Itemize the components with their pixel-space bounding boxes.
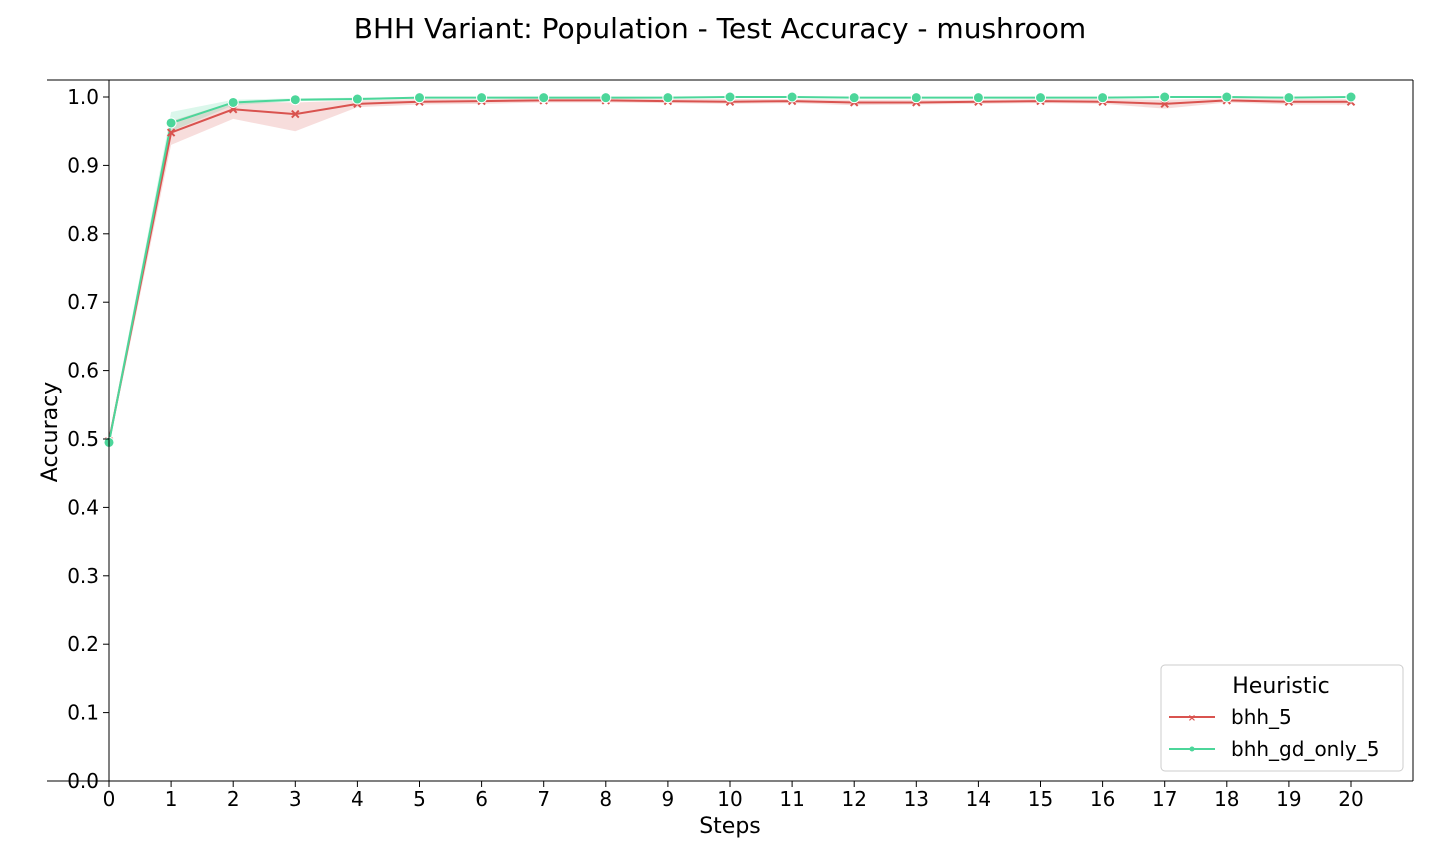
ticks-layer: 0.00.10.20.30.40.50.60.70.80.91.00 1 2 3 4 5 6… — [67, 85, 1364, 811]
y-tick-label: 0.8 — [67, 222, 99, 246]
confidence-band-bhh_5 — [109, 98, 1351, 446]
data-point-bhh_gd_only_5 — [1035, 92, 1046, 104]
data-point-bhh_5 — [291, 109, 300, 119]
x-tick-label: 0 — [103, 787, 116, 811]
y-tick-label: 0.1 — [67, 701, 99, 725]
data-point-bhh_gd_only_5 — [476, 92, 488, 104]
y-tick-label: 0.4 — [67, 495, 99, 519]
x-tick-label: 5 — [413, 787, 426, 811]
data-point-bhh_gd_only_5 — [414, 92, 425, 104]
y-tick-label: 0.3 — [67, 564, 99, 588]
x-tick-label: 17 — [1152, 787, 1177, 811]
chart-title: BHH Variant: Population - Test Accuracy … — [354, 12, 1086, 45]
data-point-bhh_gd_only_5 — [351, 93, 363, 105]
x-tick-label: 6 — [475, 787, 488, 811]
data-point-bhh_gd_only_5 — [1159, 91, 1171, 103]
legend-label-bhh_5: bhh_5 — [1231, 705, 1292, 729]
x-tick-label: 15 — [1028, 787, 1053, 811]
x-tick-label: 3 — [289, 787, 302, 811]
series-line-bhh_gd_only_5 — [108, 96, 1352, 443]
data-point-bhh_5 — [166, 128, 176, 137]
x-tick-label: 9 — [662, 787, 675, 811]
x-tick-label: 4 — [351, 787, 364, 811]
data-point-bhh_gd_only_5 — [1345, 91, 1357, 103]
series-lines-layer — [108, 96, 1352, 443]
x-tick-label: 19 — [1276, 787, 1301, 811]
data-point-bhh_gd_only_5 — [1097, 92, 1109, 104]
x-tick-label: 10 — [717, 787, 742, 811]
y-tick-label: 0.5 — [67, 427, 99, 451]
data-point-bhh_gd_only_5 — [848, 92, 860, 104]
data-point-bhh_gd_only_5 — [538, 92, 550, 104]
legend-label-bhh_gd_only_5: bhh_gd_only_5 — [1231, 737, 1379, 761]
y-axis-label: Accuracy — [38, 382, 63, 482]
data-point-bhh_gd_only_5 — [724, 91, 736, 103]
legend-box — [1160, 664, 1404, 772]
confidence-band-bhh_gd_only_5 — [109, 97, 1351, 448]
x-tick-label: 2 — [227, 787, 240, 811]
x-tick-label: 14 — [966, 787, 991, 811]
y-tick-label: 0.9 — [67, 153, 99, 177]
y-tick-label: 0.6 — [67, 359, 99, 383]
legend: Heuristic × bhh_5 bhh_gd_only_5 — [1160, 664, 1404, 772]
y-tick-label: 0.2 — [67, 632, 99, 656]
y-tick-label: 0.0 — [67, 769, 99, 793]
x-tick-label: 16 — [1090, 787, 1115, 811]
y-tick-label: 0.7 — [67, 290, 99, 314]
x-tick-label: 8 — [599, 787, 612, 811]
data-point-bhh_gd_only_5 — [600, 92, 612, 104]
x-tick-label: 7 — [537, 787, 550, 811]
data-point-bhh_gd_only_5 — [227, 96, 239, 108]
y-tick-label: 1.0 — [67, 85, 99, 109]
x-axis-label: Steps — [699, 814, 761, 839]
x-tick-label: 13 — [904, 787, 929, 811]
data-point-bhh_gd_only_5 — [910, 92, 922, 104]
legend-title: Heuristic — [1232, 674, 1329, 699]
series-line-bhh_5 — [108, 99, 1351, 442]
x-tick-label: 11 — [779, 787, 804, 811]
legend-marker-bhh_5: × — [1188, 713, 1196, 724]
series-markers-layer — [103, 91, 1357, 448]
x-tick-label: 20 — [1338, 787, 1363, 811]
x-tick-label: 1 — [165, 787, 178, 811]
data-point-bhh_gd_only_5 — [1221, 91, 1233, 103]
data-point-bhh_gd_only_5 — [289, 94, 301, 106]
confidence-bands-layer — [109, 97, 1351, 448]
data-point-bhh_gd_only_5 — [165, 117, 177, 129]
data-point-bhh_gd_only_5 — [786, 91, 798, 103]
x-tick-label: 18 — [1214, 787, 1239, 811]
data-point-bhh_gd_only_5 — [662, 92, 674, 104]
data-point-bhh_gd_only_5 — [972, 92, 984, 104]
data-point-bhh_gd_only_5 — [1283, 92, 1295, 104]
legend-marker-bhh_gd_only_5 — [1189, 746, 1195, 752]
x-tick-label: 12 — [841, 787, 866, 811]
